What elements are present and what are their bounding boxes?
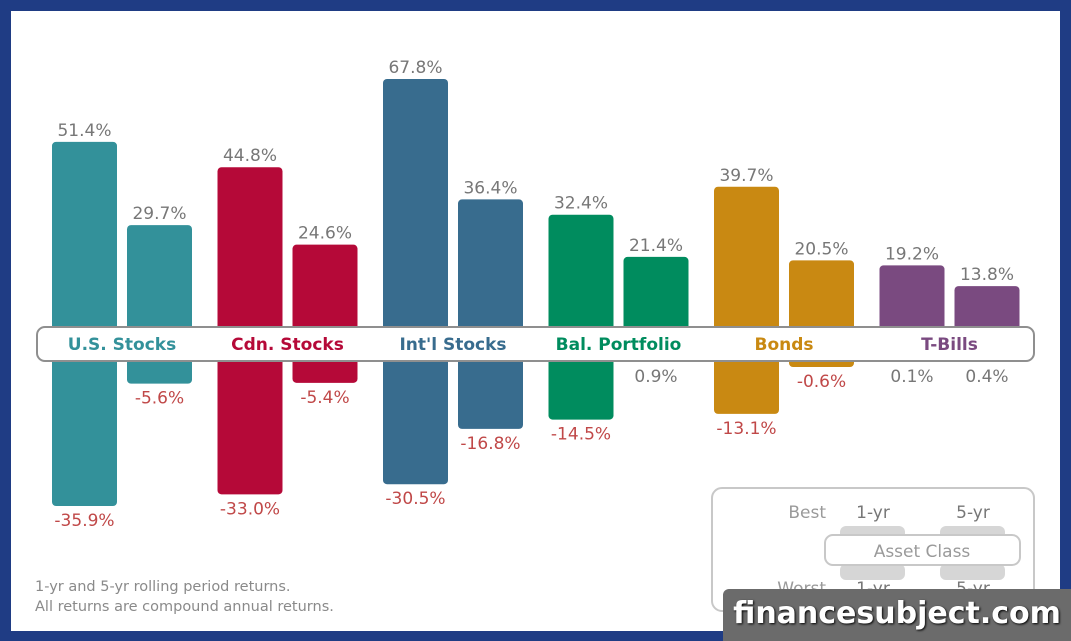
legend-best-label: Best (788, 503, 826, 523)
bar-t-bills-5yr-best (954, 286, 1020, 339)
label-u-s-stocks-5yr-worst: -5.6% (135, 389, 184, 409)
label-bal-portfolio-1yr-best: 32.4% (554, 194, 608, 214)
bar-t-bills-1yr-best (879, 265, 945, 339)
footnote-line-2: All returns are compound annual returns. (35, 599, 334, 615)
label-int-l-stocks-1yr-worst: -30.5% (385, 489, 445, 509)
bar-bonds-1yr-best (714, 186, 779, 339)
bar-cdn-stocks-5yr-best (292, 244, 358, 339)
legend-swatch-5yr-worst (940, 564, 1005, 580)
bar-u-s-stocks-5yr-best (127, 225, 192, 339)
bar-int-l-stocks-1yr-best (383, 78, 448, 339)
bar-bonds-5yr-best (789, 260, 854, 339)
bar-int-l-stocks-5yr-best (458, 199, 523, 339)
label-bonds-5yr-worst: -0.6% (797, 372, 846, 392)
label-u-s-stocks-5yr-best: 29.7% (132, 204, 186, 224)
bar-u-s-stocks-1yr-best (52, 141, 117, 339)
category-label-bal-portfolio: Bal. Portfolio (556, 335, 682, 355)
label-bonds-1yr-worst: -13.1% (716, 419, 776, 439)
returns-chart: 51.4% -35.9% 29.7% -5.6% U.S. Stocks 44.8% -33… (35, 58, 1035, 615)
bar-bal-portfolio-5yr-best (623, 256, 689, 339)
label-t-bills-1yr-worst: 0.1% (890, 367, 933, 387)
label-cdn-stocks-5yr-worst: -5.4% (300, 388, 349, 408)
label-t-bills-5yr-worst: 0.4% (965, 367, 1008, 387)
bar-u-s-stocks-1yr-worst (52, 349, 117, 507)
label-bonds-5yr-best: 20.5% (794, 239, 848, 259)
bar-bal-portfolio-1yr-worst (548, 349, 614, 420)
bar-int-l-stocks-1yr-worst (383, 349, 448, 485)
legend-5yr-top: 5-yr (956, 503, 990, 523)
legend-swatch-1yr-worst (840, 564, 905, 580)
footnote-line-1: 1-yr and 5-yr rolling period returns. (35, 579, 291, 595)
watermark: financesubject.com (723, 589, 1071, 641)
bar-bonds-1yr-worst (714, 349, 779, 414)
label-bal-portfolio-5yr-worst: 0.9% (634, 367, 677, 387)
bar-int-l-stocks-5yr-worst (458, 349, 523, 429)
label-bal-portfolio-5yr-best: 21.4% (629, 236, 683, 256)
category-label-cdn-stocks: Cdn. Stocks (231, 335, 344, 355)
category-label-bonds: Bonds (754, 335, 813, 355)
bar-cdn-stocks-1yr-worst (217, 349, 283, 495)
bar-bal-portfolio-1yr-best (548, 214, 614, 339)
legend-1yr-top: 1-yr (856, 503, 890, 523)
category-label-u-s-stocks: U.S. Stocks (68, 335, 176, 355)
bar-cdn-stocks-1yr-best (217, 167, 283, 339)
label-t-bills-5yr-best: 13.8% (960, 265, 1014, 285)
label-u-s-stocks-1yr-worst: -35.9% (54, 511, 114, 531)
label-int-l-stocks-5yr-best: 36.4% (463, 178, 517, 198)
label-cdn-stocks-5yr-best: 24.6% (298, 224, 352, 244)
label-t-bills-1yr-best: 19.2% (885, 244, 939, 264)
label-bal-portfolio-1yr-worst: -14.5% (551, 425, 611, 445)
chart-frame: 51.4% -35.9% 29.7% -5.6% U.S. Stocks 44.8% -33… (11, 11, 1060, 631)
legend-asset-class-label: Asset Class (874, 542, 971, 562)
label-bonds-1yr-best: 39.7% (719, 166, 773, 186)
legend-center-band (824, 534, 1021, 566)
label-cdn-stocks-1yr-best: 44.8% (223, 146, 277, 166)
category-label-t-bills: T-Bills (921, 335, 978, 355)
category-label-int-l-stocks: Int'l Stocks (399, 335, 506, 355)
label-cdn-stocks-1yr-worst: -33.0% (220, 499, 280, 519)
category-band (36, 326, 1035, 362)
label-u-s-stocks-1yr-best: 51.4% (57, 121, 111, 141)
label-int-l-stocks-1yr-best: 67.8% (388, 58, 442, 78)
label-int-l-stocks-5yr-worst: -16.8% (460, 434, 520, 454)
